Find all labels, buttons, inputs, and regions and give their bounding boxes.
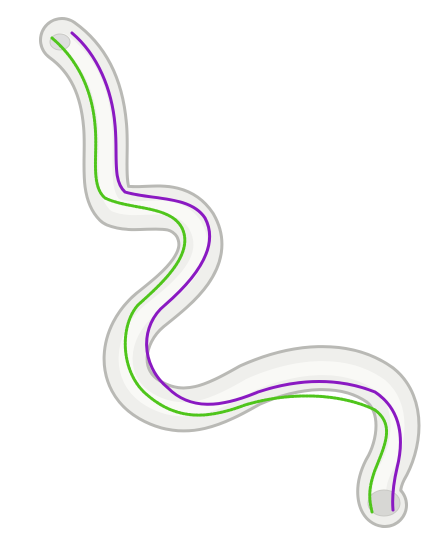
green-curve <box>50 36 389 514</box>
tube-start-cap <box>49 33 71 51</box>
purple-curve <box>70 31 402 512</box>
